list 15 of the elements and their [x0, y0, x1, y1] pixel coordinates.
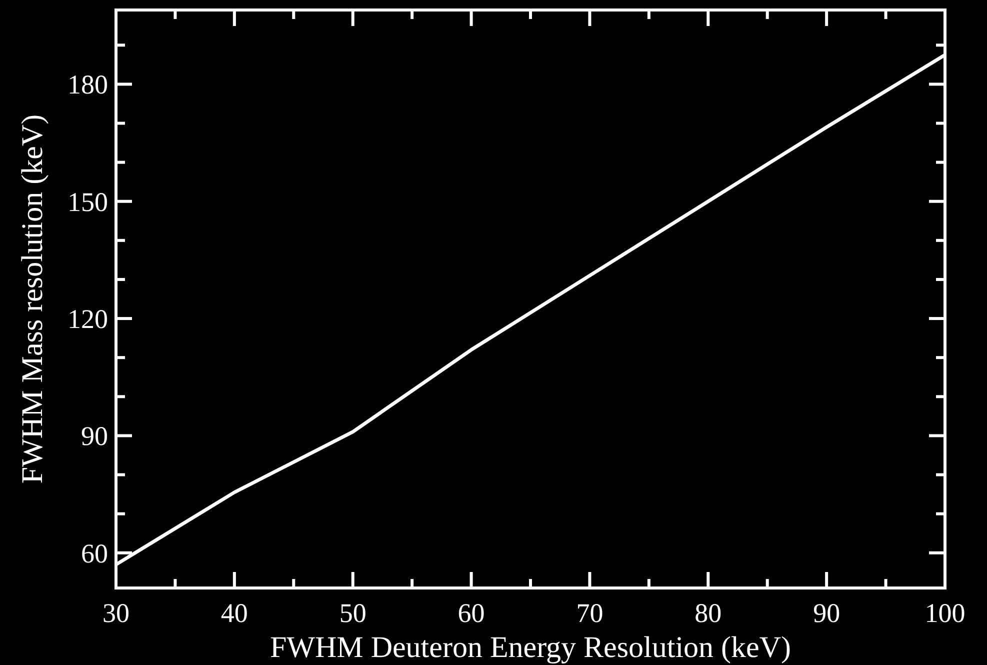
- x-tick-label: 30: [102, 598, 130, 628]
- x-axis-title: FWHM Deuteron Energy Resolution (keV): [270, 631, 792, 664]
- x-tick-label: 50: [339, 598, 366, 628]
- y-tick-label: 150: [68, 186, 108, 217]
- y-tick-label: 90: [81, 421, 108, 452]
- y-tick-label: 60: [81, 538, 108, 568]
- y-tick-label: 180: [68, 70, 108, 100]
- x-tick-label: 70: [576, 598, 604, 628]
- x-tick-label: 40: [220, 598, 248, 628]
- y-axis-title: FWHM Mass resolution (keV): [16, 114, 49, 484]
- y-tick-label: 120: [68, 304, 108, 334]
- x-tick-label: 80: [694, 598, 722, 628]
- x-tick-label: 100: [924, 598, 966, 628]
- x-tick-label: 90: [813, 598, 840, 628]
- x-tick-label: 60: [458, 598, 485, 628]
